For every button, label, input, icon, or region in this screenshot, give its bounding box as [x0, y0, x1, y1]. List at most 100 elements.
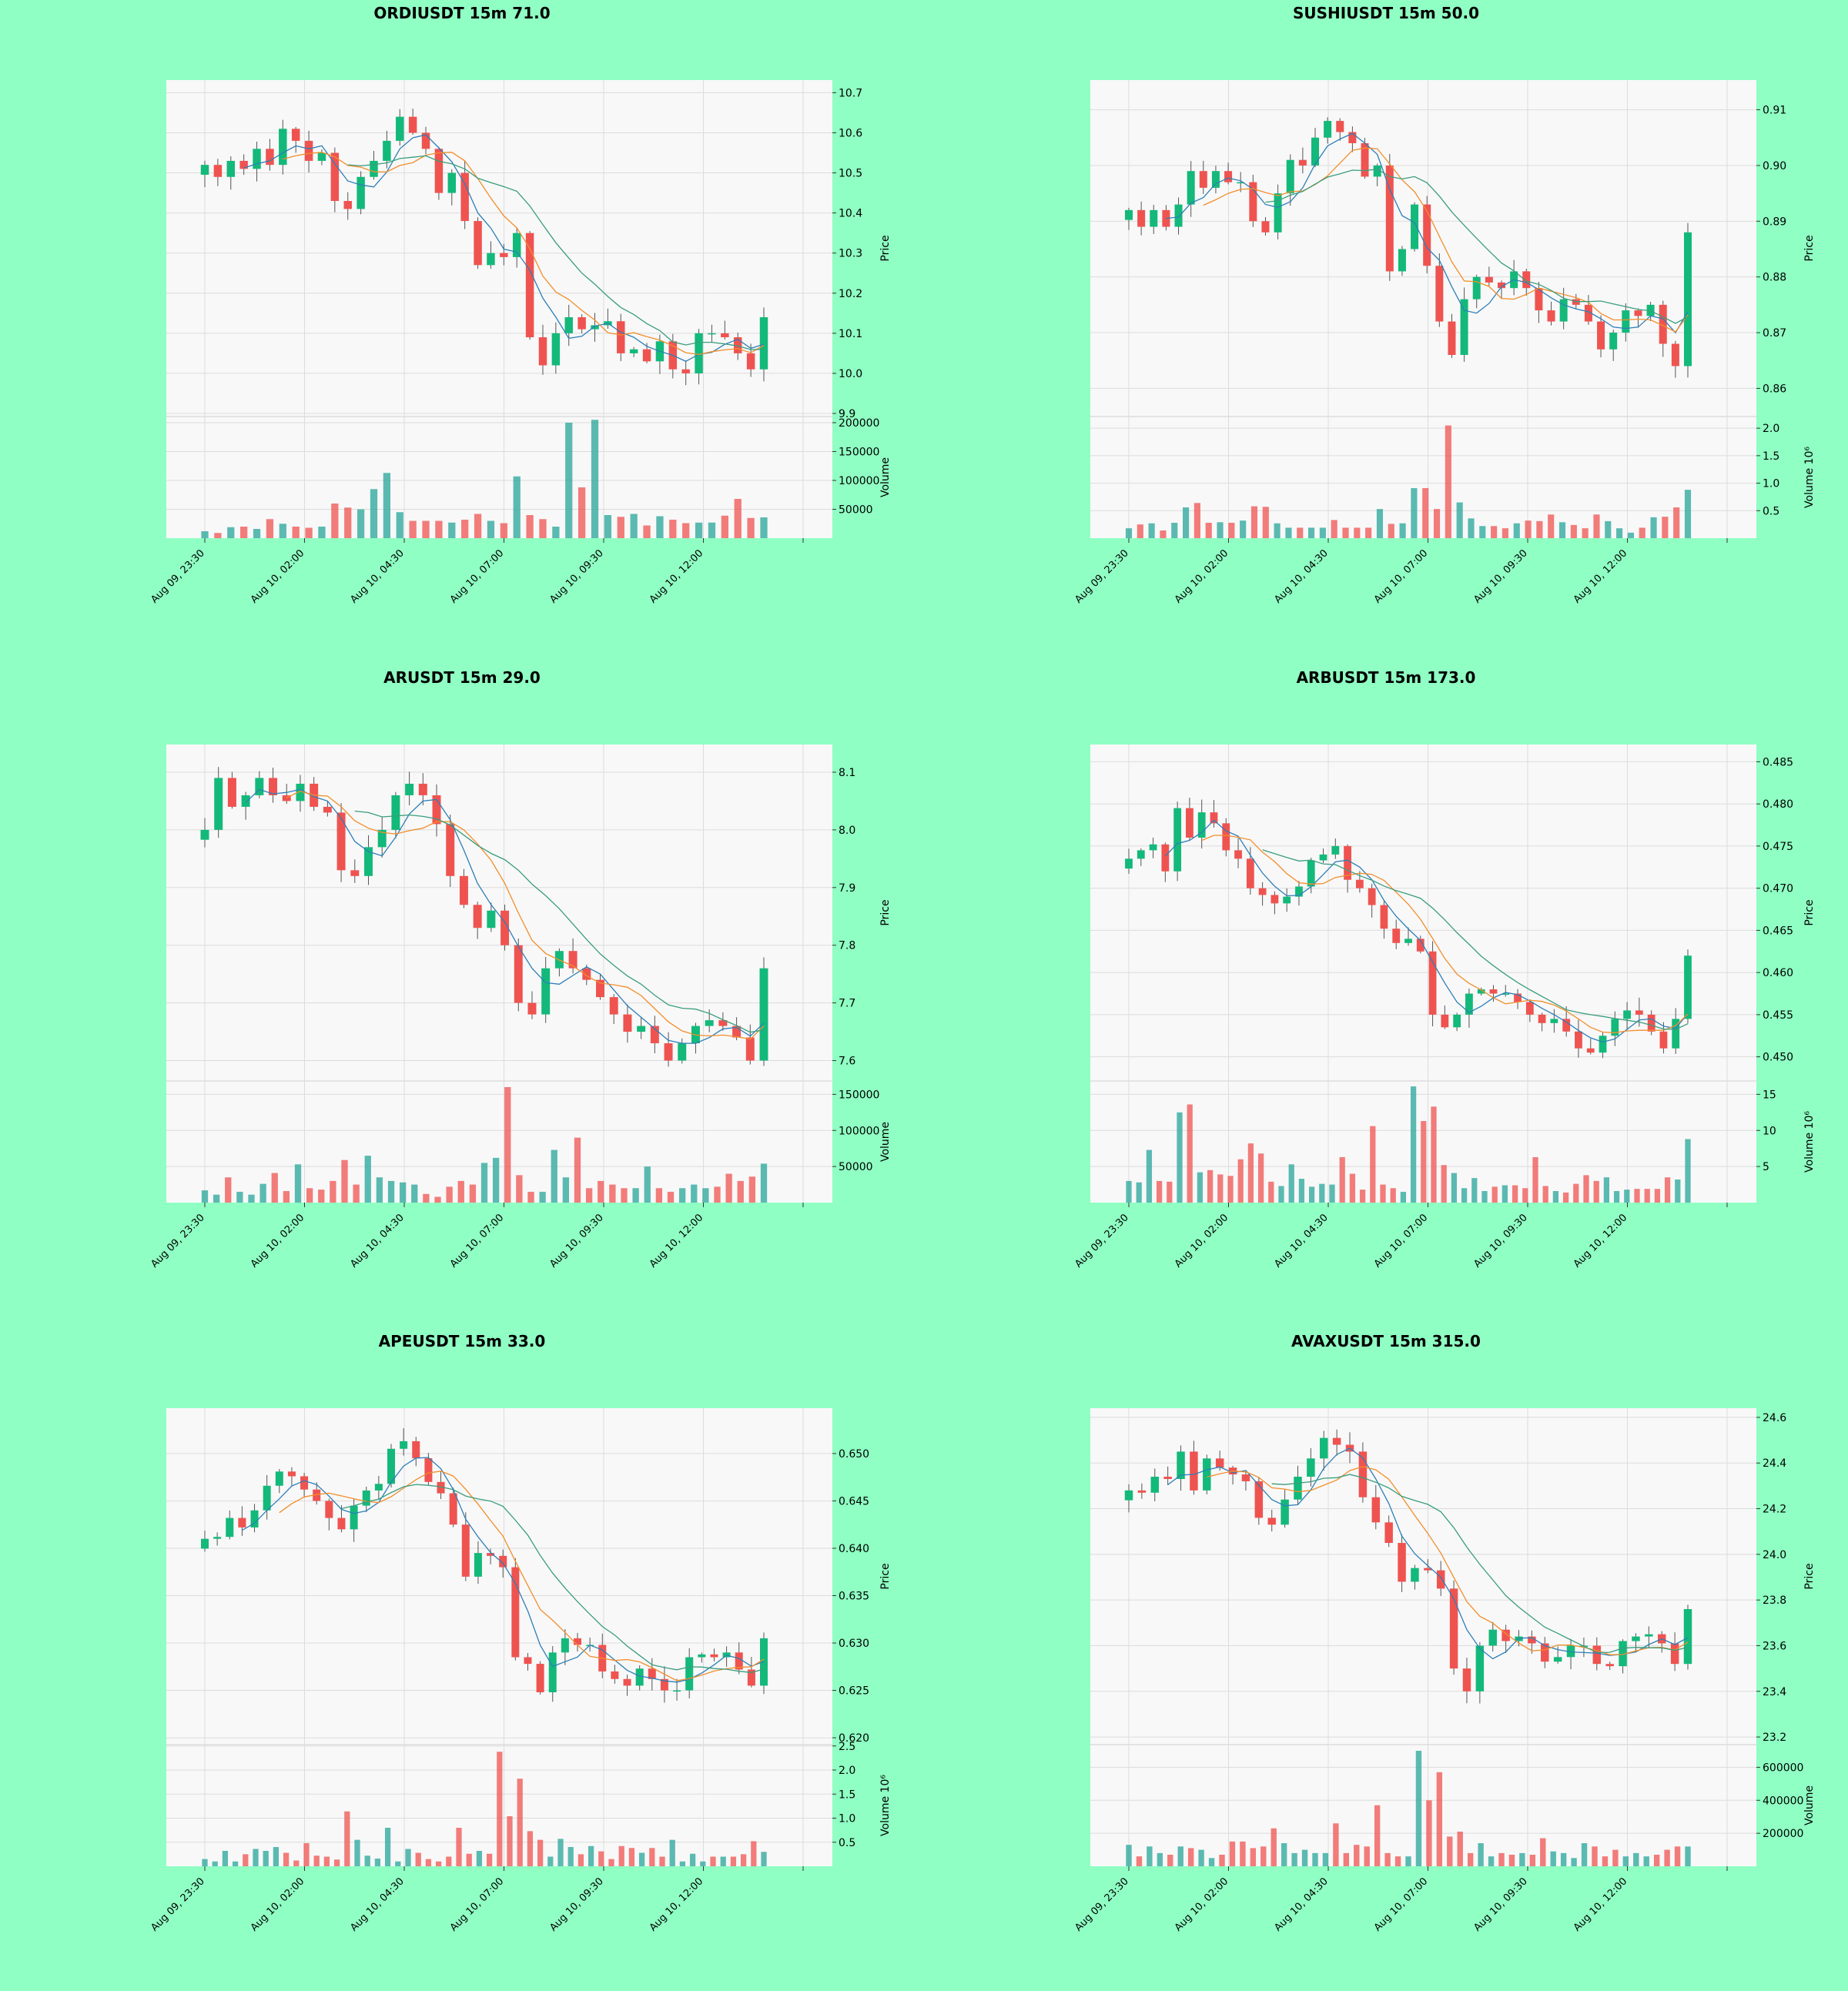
volume-bar — [383, 473, 391, 538]
candle-body — [1541, 1643, 1549, 1662]
volume-bar — [354, 1839, 360, 1866]
volume-panel — [166, 417, 832, 538]
candle-body — [747, 1669, 755, 1686]
volume-bar — [1592, 1846, 1598, 1866]
candle-body — [746, 353, 755, 370]
volume-bar — [411, 1184, 418, 1203]
volume-bar — [1308, 1186, 1315, 1203]
volume-bar — [1536, 520, 1543, 538]
volume-bar — [240, 527, 248, 538]
vol-tick-label: 100000 — [839, 475, 879, 487]
candle-body — [1502, 993, 1510, 996]
candle-body — [1635, 1010, 1643, 1015]
candle-body — [1190, 1451, 1198, 1491]
candle-body — [637, 1026, 646, 1032]
candle-body — [564, 317, 573, 333]
candle-body — [200, 165, 209, 175]
volume-bar — [1349, 1173, 1356, 1203]
volume-bar — [659, 1856, 665, 1866]
candle-body — [1647, 1014, 1656, 1032]
volume-bar — [236, 1191, 243, 1203]
candle-body — [1566, 1645, 1575, 1658]
volume-bar — [604, 515, 612, 538]
volume-bar — [446, 1186, 453, 1203]
price-panel — [1090, 1408, 1756, 1745]
volume-bar — [1643, 1856, 1649, 1866]
candle-body — [1683, 1609, 1692, 1665]
volume-bar — [1187, 1104, 1193, 1203]
candle-body — [1460, 299, 1468, 356]
y-tick-label: 7.6 — [839, 1056, 855, 1068]
volume-bar — [201, 531, 209, 538]
candle-body — [573, 1638, 582, 1645]
volume-bar — [585, 1188, 593, 1203]
candle-body — [1435, 266, 1444, 322]
y-tick-label: 0.625 — [839, 1685, 869, 1698]
volume-bar — [1498, 1852, 1505, 1866]
price-axis-label: Price — [1803, 899, 1816, 925]
candle-body — [623, 1678, 631, 1686]
volume-bar — [1262, 507, 1269, 538]
volume-bar — [1148, 523, 1155, 538]
candle-body — [721, 333, 729, 338]
ma-line-4 — [1164, 819, 1689, 1043]
volume-bar — [1441, 1165, 1447, 1203]
vol-tick-label: 600000 — [1763, 1762, 1803, 1774]
volume-bar — [649, 1848, 655, 1866]
volume-bar — [1268, 1181, 1274, 1203]
volume-bar — [1240, 520, 1247, 538]
candle-body — [1199, 171, 1207, 188]
volume-bar — [1447, 1836, 1453, 1866]
volume-bar — [222, 1851, 229, 1866]
vol-tick-label: 150000 — [839, 1089, 879, 1101]
volume-bar — [1167, 1181, 1173, 1203]
volume-bar — [1491, 526, 1498, 538]
volume-bar — [364, 1156, 371, 1203]
volume-bar — [227, 527, 235, 538]
volume-bar — [1616, 528, 1623, 538]
candle-body — [642, 349, 651, 362]
candle-body — [1497, 282, 1506, 289]
vol-tick-label: 200000 — [839, 417, 879, 430]
ma-line-4 — [245, 788, 765, 1044]
volume-bar — [1126, 1180, 1132, 1203]
candle-body — [617, 321, 625, 353]
volume-bar — [667, 1191, 675, 1203]
volume-bar — [1431, 1106, 1437, 1203]
volume-bar — [1177, 1846, 1183, 1866]
volume-bar — [1270, 1828, 1277, 1866]
volume-bar — [1532, 1156, 1538, 1203]
candle-body — [1124, 209, 1133, 220]
candle-body — [330, 152, 340, 202]
candle-body — [424, 1458, 433, 1482]
x-tick-label: Aug 10, 12:00 — [648, 547, 706, 606]
candle-body — [527, 1002, 537, 1015]
candle-body — [266, 149, 274, 166]
ma-line-7 — [1207, 1466, 1689, 1655]
volume-bar — [1468, 518, 1475, 538]
candle-body — [1358, 1451, 1368, 1497]
candle-body — [1683, 232, 1692, 366]
candle-body — [1331, 845, 1340, 855]
volume-bar — [1146, 1149, 1153, 1203]
y-tick-label: 0.460 — [1763, 967, 1793, 979]
candle-body — [1592, 1645, 1602, 1665]
candle-body — [673, 1690, 681, 1692]
candle-body — [1477, 989, 1485, 994]
ma-line-7 — [279, 1471, 765, 1681]
volume-bar — [1502, 1185, 1508, 1203]
volume-bar — [201, 1190, 209, 1203]
chart-title: APEUSDT 15m 33.0 — [379, 1332, 546, 1350]
y-tick-label: 0.465 — [1763, 925, 1793, 937]
y-tick-label: 0.620 — [839, 1732, 869, 1745]
volume-bar — [1285, 527, 1292, 538]
candle-body — [374, 1484, 383, 1491]
volume-bar — [253, 529, 261, 538]
candle-body — [412, 1441, 420, 1459]
x-tick-label: Aug 10, 04:30 — [1272, 547, 1331, 606]
x-tick-label: Aug 10, 09:30 — [1471, 1212, 1530, 1270]
candle-body — [685, 1657, 694, 1691]
x-tick-label: Aug 10, 04:30 — [1272, 1876, 1331, 1934]
volume-bar — [292, 527, 300, 538]
y-tick-label: 7.8 — [839, 940, 855, 952]
